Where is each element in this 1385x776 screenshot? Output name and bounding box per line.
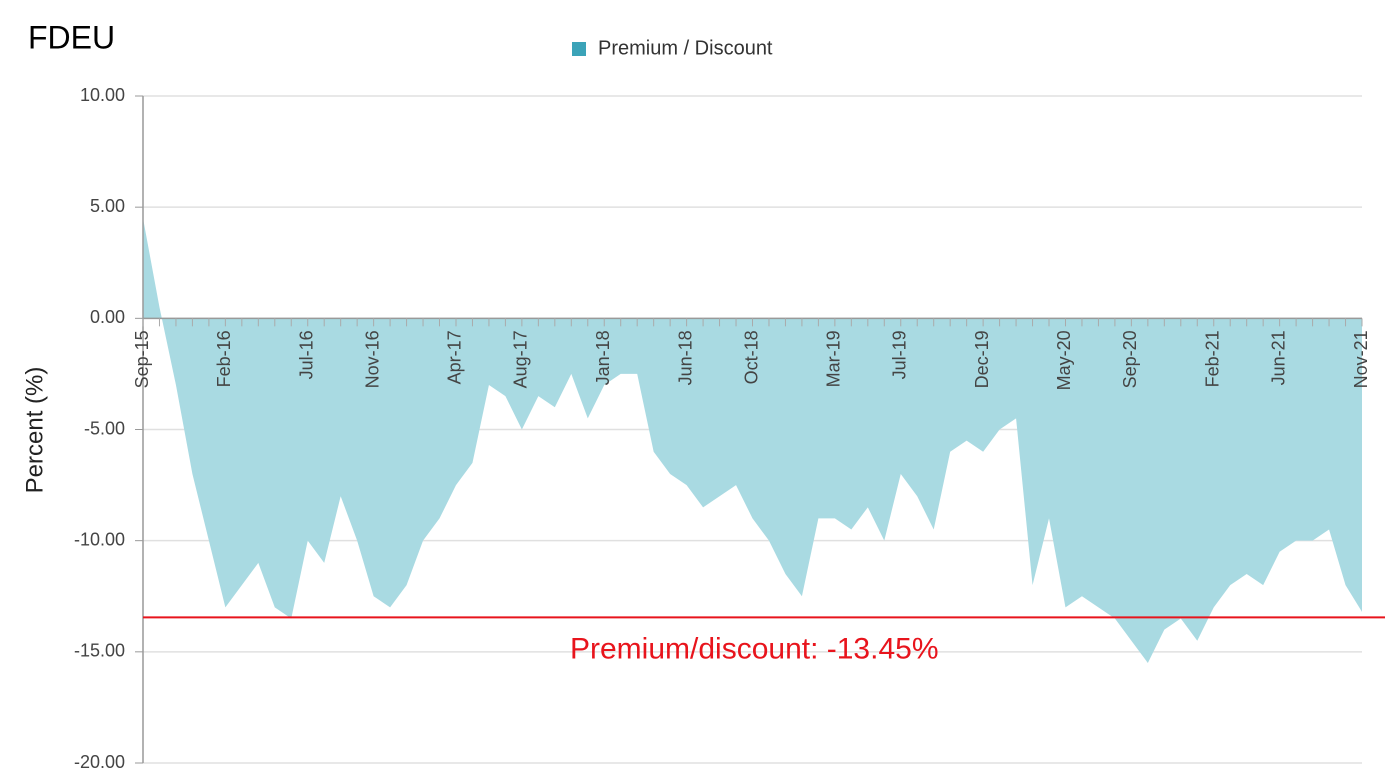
x-tick-label: Apr-17: [445, 330, 465, 384]
y-tick-label: -15.00: [74, 641, 125, 661]
y-tick-label: -20.00: [74, 752, 125, 772]
x-tick-label: Sep-15: [132, 330, 152, 388]
x-tick-label: Aug-17: [511, 330, 531, 388]
x-tick-label: Jul-19: [890, 330, 910, 379]
y-tick-label: 5.00: [90, 196, 125, 216]
x-tick-label: May-20: [1054, 330, 1074, 390]
x-tick-label: Sep-20: [1120, 330, 1140, 388]
reference-label: Premium/discount: -13.45%: [570, 632, 939, 665]
x-tick-label: Jun-21: [1268, 330, 1288, 385]
x-tick-label: Jan-18: [593, 330, 613, 385]
x-tick-label: Nov-21: [1351, 330, 1371, 388]
y-tick-label: 0.00: [90, 307, 125, 327]
x-tick-label: Feb-16: [214, 330, 234, 387]
x-tick-label: Jul-16: [296, 330, 316, 379]
x-tick-label: Dec-19: [972, 330, 992, 388]
x-tick-label: Oct-18: [741, 330, 761, 384]
y-tick-label: -5.00: [84, 418, 125, 438]
x-tick-label: Jun-18: [675, 330, 695, 385]
y-tick-label: 10.00: [80, 85, 125, 105]
x-tick-label: Feb-21: [1202, 330, 1222, 387]
area: [143, 218, 1362, 663]
y-tick-label: -10.00: [74, 529, 125, 549]
x-tick-label: Mar-19: [824, 330, 844, 387]
y-axis-label: Percent (%): [21, 367, 48, 494]
chart-title: FDEU: [28, 19, 115, 55]
x-tick-label: Nov-16: [362, 330, 382, 388]
legend-swatch: [572, 42, 586, 56]
legend-label: Premium / Discount: [598, 37, 773, 59]
